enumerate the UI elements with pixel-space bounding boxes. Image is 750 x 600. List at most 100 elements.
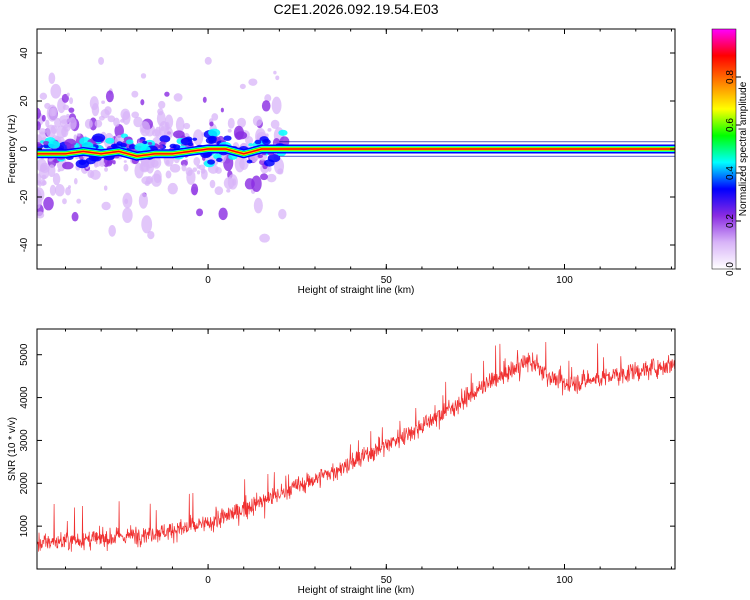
noise-blob [48, 72, 56, 84]
noise-blob [165, 170, 172, 179]
x-tick-label: 0 [205, 575, 211, 586]
energy-blob [192, 137, 198, 141]
noise-blob [209, 179, 216, 189]
noise-blob [66, 92, 70, 97]
noise-blob [131, 111, 140, 119]
noise-blob [107, 115, 116, 123]
noise-blob [76, 198, 82, 204]
noise-blob [98, 115, 105, 121]
noise-blob [120, 108, 131, 121]
noise-blob [164, 91, 170, 97]
spectrogram-x-label: Height of straight line (km) [298, 285, 415, 296]
energy-blob [92, 133, 106, 143]
noise-blob [131, 90, 139, 98]
colorbar-tick-label: 0.8 [725, 70, 736, 84]
energy-blob [43, 140, 50, 146]
snr-y-ticks: 1000 2000 3000 4000 5000 [19, 343, 675, 537]
colorbar-gradient [711, 28, 737, 270]
noise-blob [158, 100, 166, 109]
noise-blob [101, 100, 106, 104]
noise-blob [185, 167, 193, 177]
noise-blob [73, 178, 78, 185]
y-tick-label: 5000 [19, 343, 30, 366]
noise-blob [196, 208, 204, 217]
noise-blob [89, 96, 99, 111]
noise-blob [157, 108, 164, 116]
y-tick-label: 20 [19, 95, 30, 107]
noise-blob [153, 169, 162, 184]
noise-blob [61, 93, 69, 103]
noise-blob [202, 96, 207, 103]
spectrogram-y-label: Frequency (Hz) [7, 115, 18, 184]
noise-blob [73, 134, 77, 140]
snr-x-ticks: 0 50 100 [65, 329, 672, 586]
snr-y-label: SNR (10 * v/v) [7, 417, 18, 481]
noise-blob [251, 175, 262, 193]
snr-series-line [37, 341, 675, 552]
x-tick-label: 50 [381, 575, 393, 586]
noise-blob [239, 83, 246, 90]
noise-blob [139, 121, 151, 137]
spectrogram-x-ticks: 0 50 100 [65, 29, 672, 286]
noise-blob [239, 157, 249, 170]
noise-blob [196, 164, 201, 169]
noise-blob [54, 184, 65, 197]
noise-blob [98, 57, 105, 65]
y-tick-label: 3000 [19, 429, 30, 452]
noise-blob [209, 121, 214, 127]
energy-blob [126, 139, 134, 145]
y-tick-label: 40 [19, 47, 30, 59]
noise-blob [193, 129, 204, 146]
noise-blob [65, 186, 71, 196]
noise-blob [43, 196, 54, 211]
energy-blob [278, 129, 288, 136]
noise-blob [181, 164, 187, 172]
snr-panel: 0 50 100 1000 2000 3000 4000 5000 Height of st… [7, 328, 676, 596]
noise-blob [99, 161, 105, 167]
noise-blob [192, 167, 198, 172]
noise-blob [196, 170, 201, 175]
x-tick-label: 100 [556, 575, 573, 586]
spectrogram-y-ticks: -40 -20 0 20 40 [19, 47, 675, 252]
noise-blob [71, 211, 79, 222]
noise-blob [180, 159, 188, 167]
noise-blob [94, 119, 103, 128]
energy-blob [223, 135, 232, 141]
noise-blob [47, 164, 56, 178]
energy-blob [142, 140, 148, 145]
energy-blob [48, 140, 61, 149]
energy-blob [216, 157, 223, 163]
energy-blob [78, 160, 87, 166]
spectrogram-marks [37, 56, 675, 243]
noise-blob [38, 181, 42, 187]
energy-blob [119, 142, 127, 148]
noise-blob [62, 198, 67, 205]
energy-blob [147, 141, 153, 146]
noise-blob [271, 96, 282, 115]
noise-blob [37, 173, 42, 184]
noise-blob [204, 56, 212, 65]
noise-blob [259, 233, 270, 243]
noise-blob [252, 115, 263, 127]
y-tick-label: 4000 [19, 386, 30, 409]
noise-blob [226, 188, 231, 193]
noise-blob [37, 158, 47, 172]
energy-blob [110, 143, 118, 149]
noise-blob [200, 168, 206, 174]
energy-blob [262, 138, 271, 145]
noise-blob [169, 163, 181, 173]
noise-blob [122, 192, 133, 209]
noise-blob [245, 136, 254, 145]
noise-blob [211, 113, 219, 121]
spectrogram-panel: 0 50 100 -40 -20 0 20 40 Height of straight li… [7, 28, 676, 296]
energy-blob [248, 143, 254, 147]
energy-blob [254, 139, 262, 145]
energy-blob [159, 135, 171, 143]
noise-blob [59, 115, 70, 124]
noise-blob [122, 207, 133, 224]
noise-blob [260, 173, 268, 181]
noise-blob [237, 117, 246, 128]
noise-blob [45, 119, 50, 128]
noise-blob [218, 207, 228, 221]
noise-blob [244, 178, 255, 190]
